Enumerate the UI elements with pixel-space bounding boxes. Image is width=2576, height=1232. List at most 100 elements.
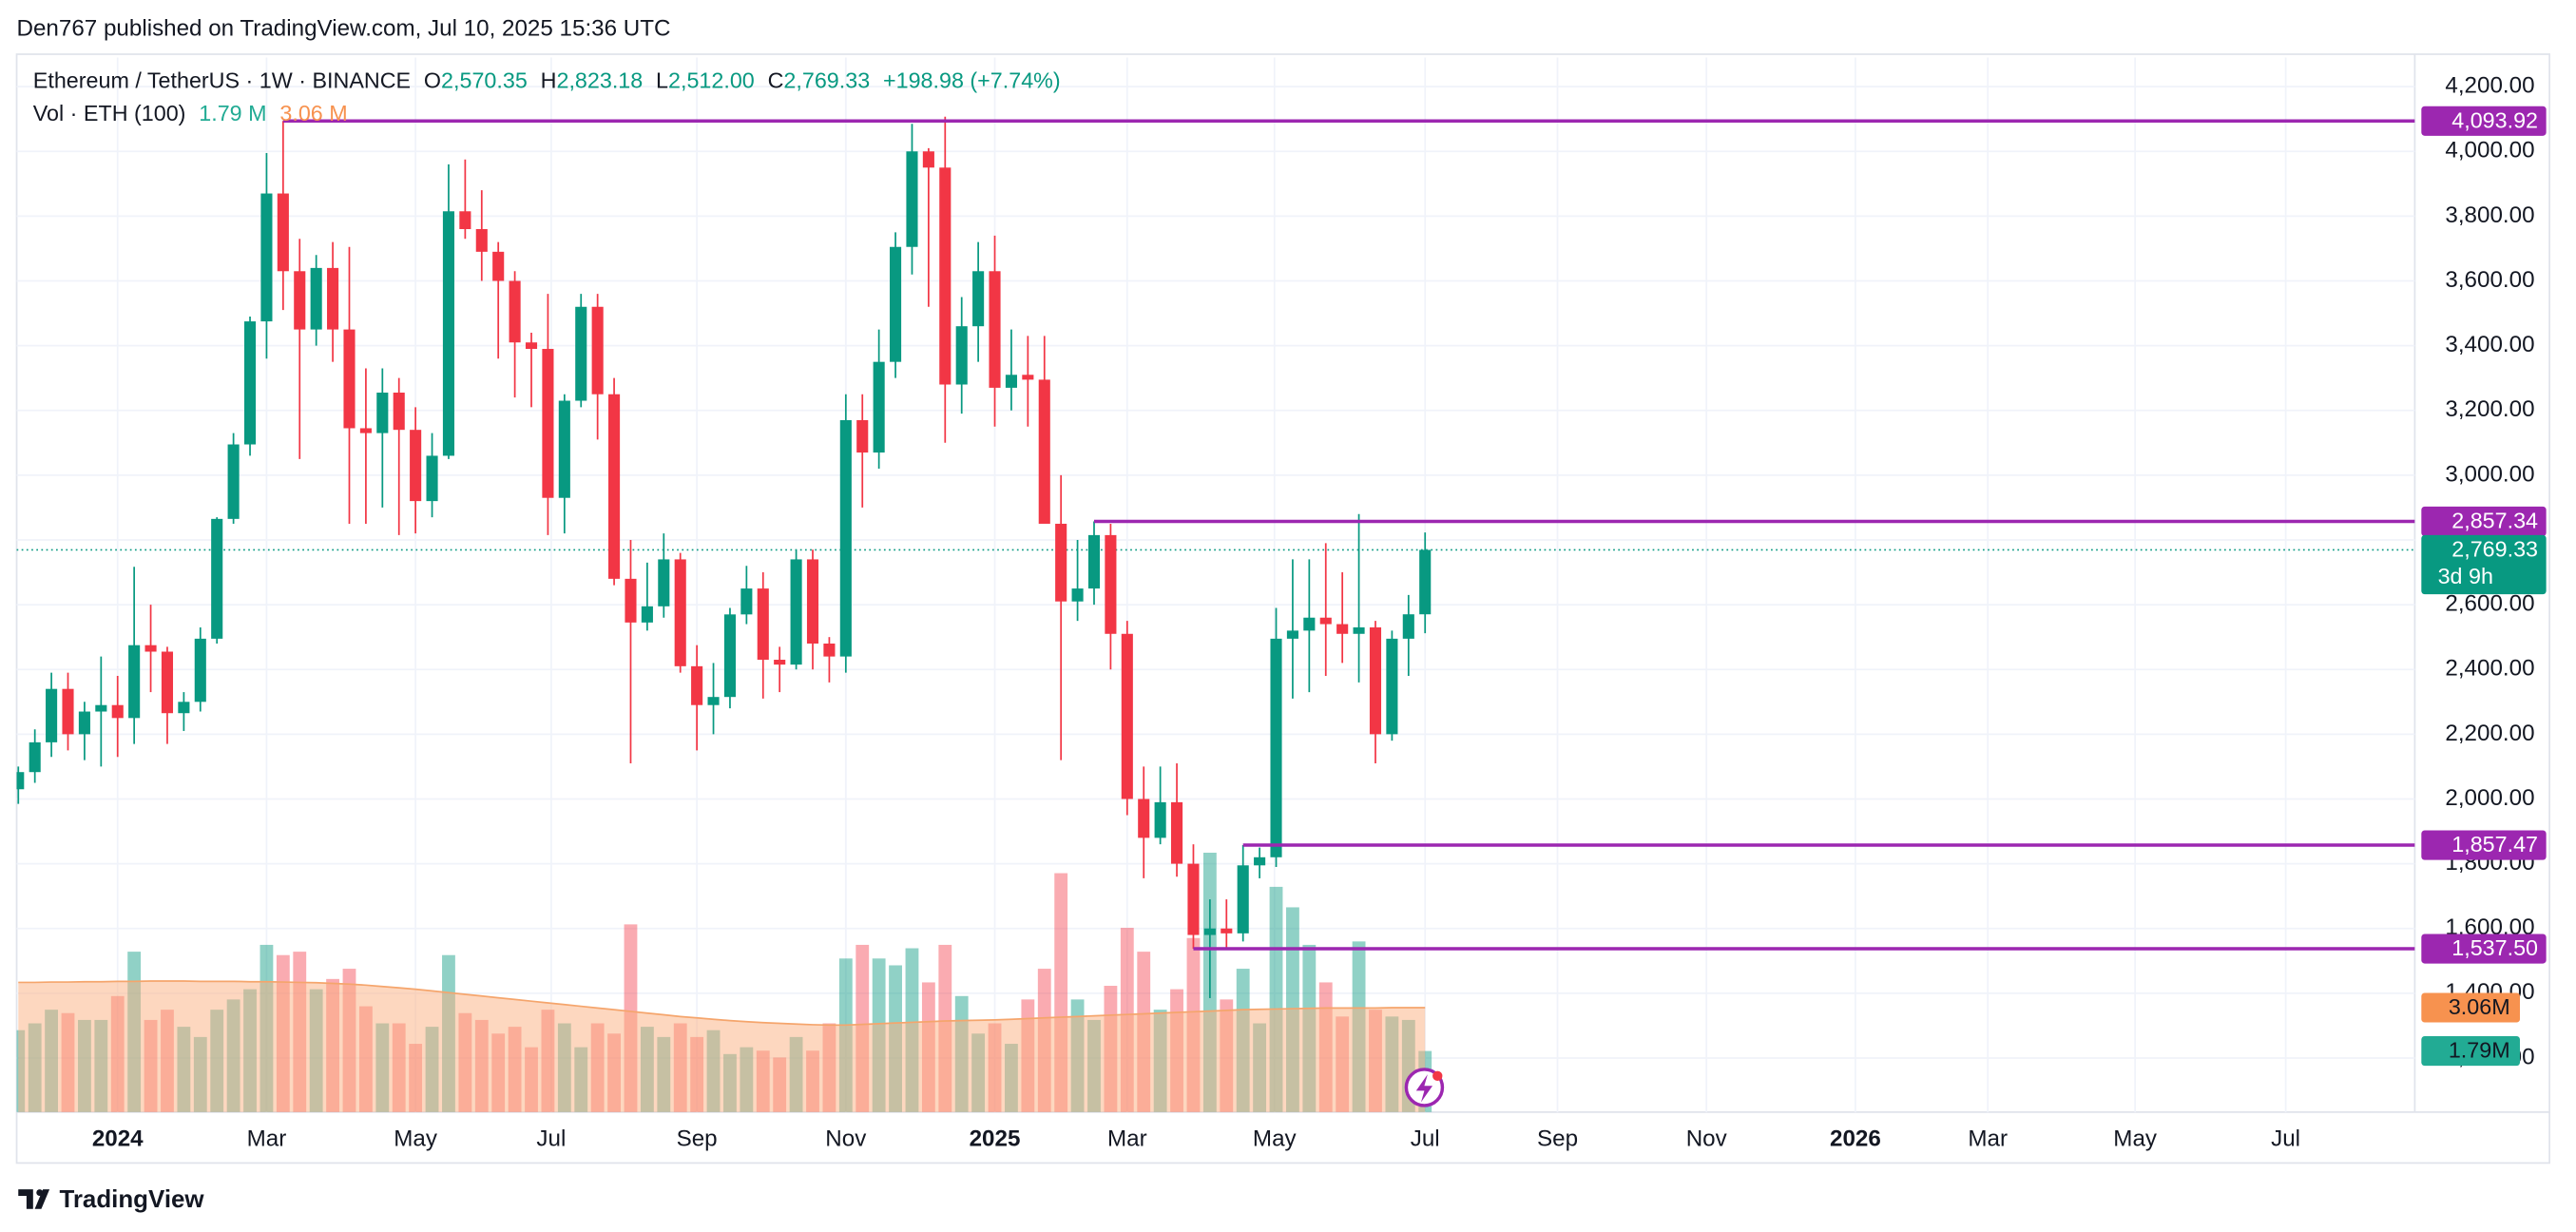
candle-body [542, 349, 554, 498]
candle-body [890, 246, 902, 362]
y-tick-label: 4,000.00 [2445, 138, 2534, 164]
x-tick-label: Mar [247, 1126, 287, 1152]
last-price-label: 2,769.33 [2451, 536, 2538, 561]
candle-body [939, 167, 952, 385]
candle-body [16, 772, 25, 790]
candle-body [393, 393, 405, 431]
candle-body [1286, 630, 1298, 639]
candle-body [1022, 375, 1034, 380]
candle-body [194, 638, 206, 703]
candle-body [707, 697, 720, 705]
candle-body [310, 267, 322, 330]
candle-body [1055, 523, 1067, 602]
y-tick-label: 3,000.00 [2445, 461, 2534, 487]
close-value: 2,769.33 [783, 68, 870, 93]
x-tick-label: Jul [536, 1126, 566, 1152]
axes: 1,200.001,400.001,600.001,800.002,000.00… [92, 73, 2547, 1152]
candle-body [111, 704, 124, 719]
candle-body [227, 444, 240, 519]
last-price-tag [2421, 534, 2547, 595]
x-tick-label: Jul [1411, 1126, 1440, 1152]
x-tick-label: Mar [1107, 1126, 1147, 1152]
low-value: 2,512.00 [668, 68, 755, 93]
candle-body [1402, 614, 1414, 639]
y-tick-label: 4,200.00 [2445, 73, 2534, 99]
candle-body [343, 329, 356, 429]
symbol: Ethereum / TetherUS · 1W · BINANCE [33, 68, 411, 93]
candle-body [1303, 617, 1316, 631]
candle-body [442, 211, 455, 456]
candle-body [955, 326, 968, 385]
legend-line-2: Vol · ETH (100) 1.79 M 3.06 M [33, 101, 348, 125]
candle-body [723, 614, 736, 698]
candle-body [1038, 379, 1050, 524]
candle-body [1105, 534, 1117, 634]
candle-body [740, 588, 753, 615]
legend: Ethereum / TetherUS · 1W · BINANCE O2,570… [33, 68, 1061, 126]
candle-body [1386, 638, 1398, 735]
high-value: 2,823.18 [556, 68, 643, 93]
candle-body [1121, 633, 1133, 799]
candle-body [46, 688, 58, 742]
x-tick-label: Nov [825, 1126, 867, 1152]
candle-body [211, 518, 223, 639]
candle-body [294, 271, 306, 330]
y-tick-label: 3,400.00 [2445, 332, 2534, 357]
candle-body [1353, 626, 1365, 634]
candle-body [327, 267, 339, 330]
candle-body [1154, 801, 1166, 838]
volume-tag-label: 1.79M [2449, 1038, 2510, 1063]
candle-body [1270, 638, 1282, 857]
candle-body [78, 711, 90, 735]
candle-body [260, 193, 273, 322]
candle-body [790, 559, 802, 665]
alert-icon [1404, 1068, 1445, 1107]
candle-body [178, 702, 190, 714]
candle-body [1237, 865, 1249, 934]
x-tick-label: 2025 [970, 1126, 1021, 1152]
grid [16, 57, 2415, 1112]
candle-body [591, 306, 604, 395]
publisher-line: Den767 published on TradingView.com, Jul… [17, 15, 671, 41]
candle-body [806, 559, 819, 644]
level-tag-label: 1,857.47 [2451, 832, 2538, 857]
level-tag [2421, 830, 2547, 860]
candle-body [757, 588, 769, 661]
y-tick-label: 2,400.00 [2445, 656, 2534, 682]
y-tick-label: 3,600.00 [2445, 267, 2534, 293]
y-tick-label: 3,800.00 [2445, 202, 2534, 228]
footer-brand: TradingView [59, 1186, 204, 1213]
candle-body [376, 393, 389, 433]
level-tag [2421, 506, 2547, 537]
candle-body [95, 704, 107, 712]
candle-body [906, 151, 918, 247]
x-tick-label: May [2113, 1126, 2158, 1152]
candle-body [658, 559, 670, 606]
candle-body [558, 400, 570, 498]
candle-body [1171, 801, 1183, 864]
x-tick-label: Sep [1537, 1126, 1578, 1152]
volume-value: 1.79 M [199, 101, 266, 125]
candle-body [608, 394, 621, 579]
candle-body [144, 645, 157, 652]
candle-body [774, 660, 786, 665]
level-tag-label: 4,093.92 [2451, 107, 2538, 132]
countdown-label: 3d 9h [2438, 564, 2493, 588]
candle-body [922, 151, 934, 168]
legend-line-1: Ethereum / TetherUS · 1W · BINANCE O2,570… [33, 68, 1061, 93]
logo-dot [36, 1189, 44, 1196]
candle-body [410, 430, 422, 502]
change-value: +198.98 (+7.74%) [883, 68, 1061, 93]
candle-body [29, 741, 41, 773]
candle-body [359, 428, 372, 433]
open-value: 2,570.35 [441, 68, 528, 93]
candle-body [525, 342, 538, 350]
volume-ma-line [18, 980, 1426, 1027]
open-key: O [424, 68, 441, 93]
x-tick-label: Jul [2271, 1126, 2300, 1152]
candle-body [426, 455, 438, 502]
candle-body [873, 361, 885, 453]
candle-body [823, 643, 836, 657]
volume-ma-area [18, 980, 1426, 1112]
x-tick-label: Nov [1686, 1126, 1728, 1152]
